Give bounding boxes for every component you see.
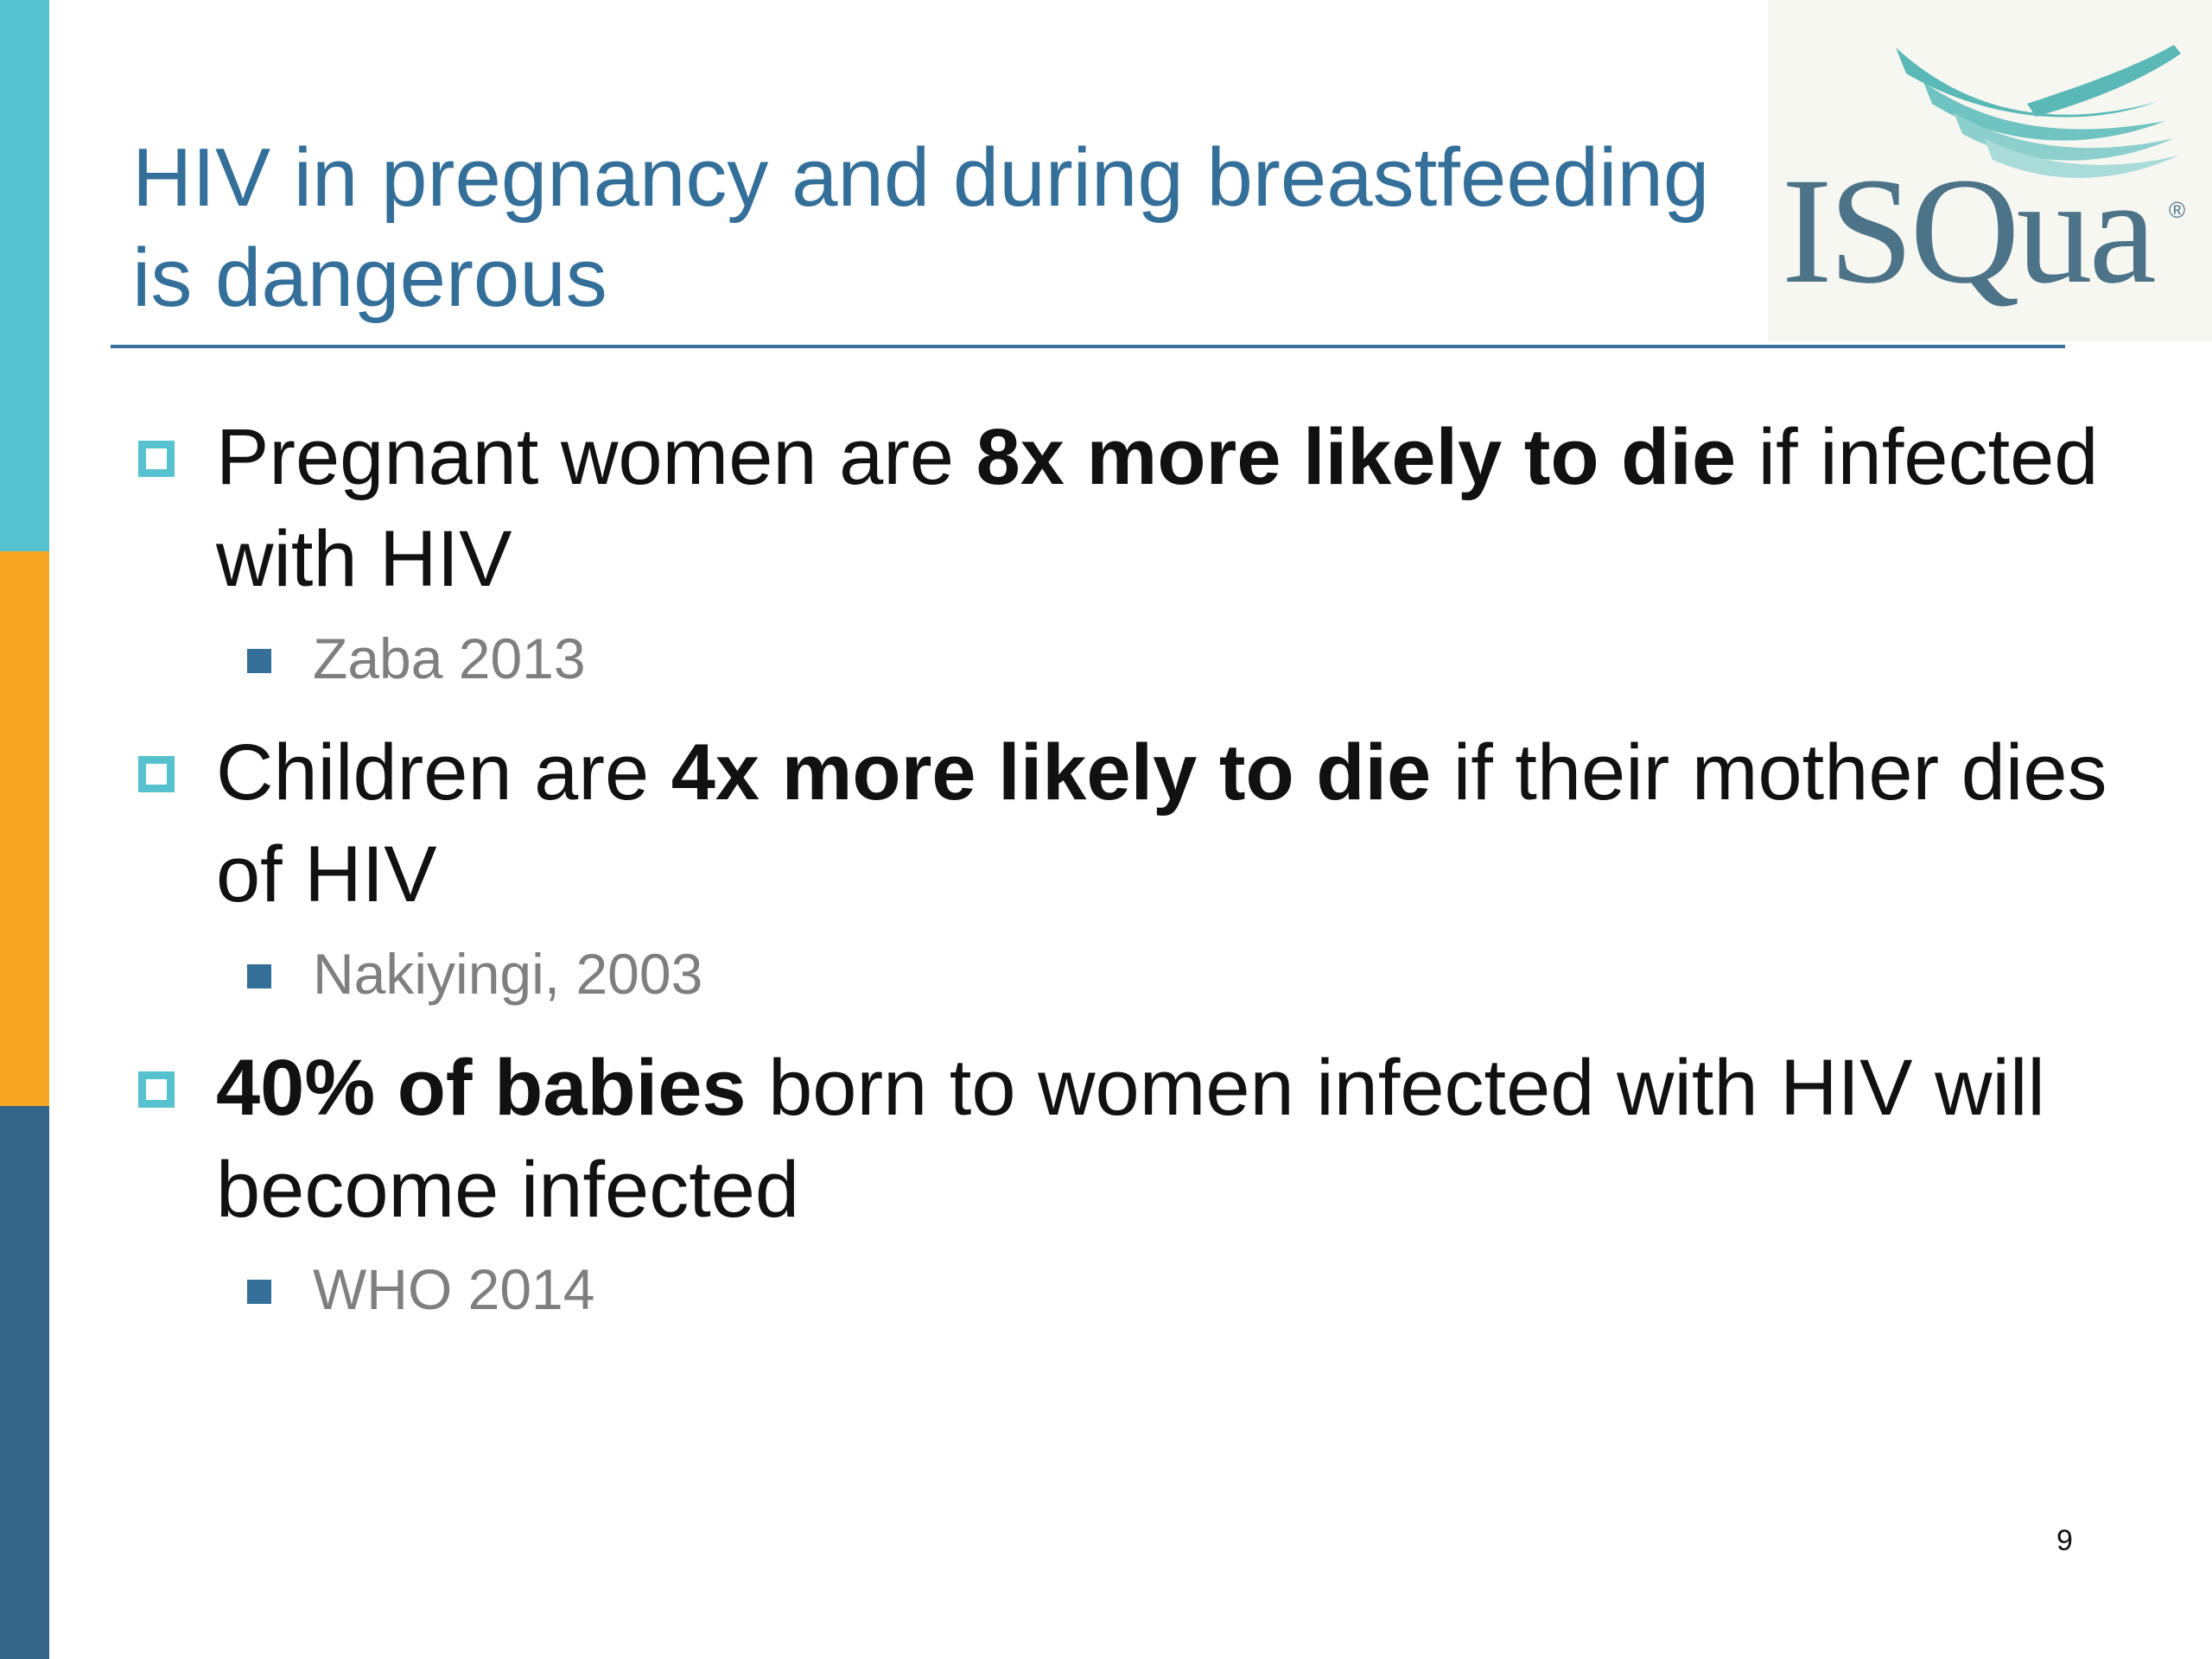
page-number: 9	[2056, 1524, 2073, 1557]
filled-square-bullet-icon	[247, 964, 271, 988]
filled-square-bullet-icon	[247, 1280, 271, 1304]
slide-title: HIV in pregnancy and during breastfeedin…	[132, 131, 1710, 324]
bullet-3-bold: 40% of babies	[216, 1044, 747, 1132]
registered-mark: ®	[2169, 197, 2186, 223]
hollow-square-bullet-icon	[138, 1071, 175, 1108]
bullet-1-bold: 8x more likely to die	[976, 413, 1737, 501]
bullet-2-source: Nakiyingi, 2003	[313, 942, 703, 1006]
bullet-2-bold: 4x more likely to die	[671, 728, 1432, 817]
title-divider	[111, 345, 2065, 348]
logo-swoosh-icon	[1896, 45, 2181, 178]
logo-text: ISQua	[1782, 147, 2157, 315]
hollow-square-bullet-icon	[138, 441, 175, 477]
bullet-2: Children are 4x more likely to die if th…	[216, 721, 2117, 925]
bullet-3-post: born to women infected with HIV will bec…	[216, 1044, 2045, 1234]
hollow-square-bullet-icon	[138, 756, 175, 792]
bullet-1: Pregnant women are 8x more likely to die…	[216, 406, 2117, 610]
bullet-2-pre: Children are	[216, 728, 671, 817]
bullet-1-source: Zaba 2013	[313, 626, 586, 690]
bullet-2-post: if their mother dies of HIV	[216, 728, 2107, 918]
side-bar-navy	[0, 1106, 49, 1659]
bullet-3: 40% of babies born to women infected wit…	[216, 1037, 2117, 1241]
bullet-3-source: WHO 2014	[313, 1257, 595, 1321]
bullet-1-post: if infected with HIV	[216, 413, 2099, 603]
bullet-1-pre: Pregnant women are	[216, 413, 976, 501]
side-bar-teal	[0, 0, 49, 551]
side-bar-orange	[0, 551, 49, 1106]
isqua-logo: ISQua ®	[1768, 0, 2212, 341]
filled-square-bullet-icon	[247, 649, 271, 673]
